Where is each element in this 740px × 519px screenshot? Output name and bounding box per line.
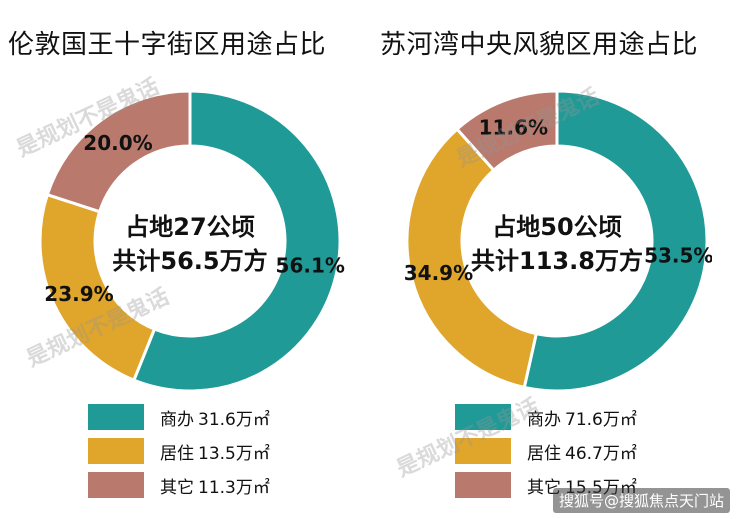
- legend-label: 其它: [160, 477, 194, 498]
- donut-slice-其它: [45, 89, 192, 214]
- legend-item: 商办 71.6万㎡: [455, 400, 637, 434]
- slice-percent-label: 56.1%: [276, 253, 345, 277]
- legend-left: 商办 31.6万㎡ 居住 13.5万㎡ 其它 11.3万㎡: [88, 400, 270, 502]
- slice-percent-label: 11.6%: [479, 116, 548, 140]
- legend-value: 13.5万㎡: [198, 443, 270, 464]
- donut-center-text: 共计113.8万方: [471, 247, 643, 275]
- slice-percent-label: 20.0%: [83, 131, 152, 155]
- chart-title-left: 伦敦国王十字街区用途占比: [8, 30, 327, 60]
- donut-slice-居住: [405, 126, 539, 390]
- donut-slice-其它: [454, 89, 559, 173]
- legend-item: 商办 31.6万㎡: [88, 400, 270, 434]
- chart-title-right: 苏河湾中央风貌区用途占比: [380, 30, 699, 60]
- donut-slice-商办: [522, 89, 709, 393]
- donut-center-text: 占地27公顷: [125, 213, 254, 241]
- legend-swatch-residential: [88, 438, 144, 464]
- legend-swatch-commercial: [455, 404, 511, 430]
- donut-slice-商办: [131, 89, 342, 393]
- legend-swatch-other: [455, 472, 511, 498]
- legend-item: 居住 13.5万㎡: [88, 434, 270, 468]
- legend-label: 商办: [160, 409, 194, 430]
- donut-slice-居住: [38, 192, 157, 383]
- legend-label: 居住: [160, 443, 194, 464]
- legend-label: 居住: [527, 443, 561, 464]
- donut-center-text: 占地50公顷: [492, 213, 621, 241]
- legend-value: 31.6万㎡: [198, 409, 270, 430]
- legend-item: 其它 11.3万㎡: [88, 468, 270, 502]
- legend-value: 71.6万㎡: [565, 409, 637, 430]
- legend-label: 商办: [527, 409, 561, 430]
- legend-item: 居住 46.7万㎡: [455, 434, 637, 468]
- footer-source: 搜狐号@搜狐焦点天门站: [552, 488, 730, 513]
- legend-value: 46.7万㎡: [565, 443, 637, 464]
- slice-percent-label: 23.9%: [44, 282, 113, 306]
- legend-swatch-commercial: [88, 404, 144, 430]
- legend-label: 其它: [527, 477, 561, 498]
- legend-value: 11.3万㎡: [198, 477, 270, 498]
- legend-swatch-other: [88, 472, 144, 498]
- donut-center-text: 共计56.5万方: [112, 247, 267, 275]
- legend-swatch-residential: [455, 438, 511, 464]
- slice-percent-label: 53.5%: [644, 243, 712, 267]
- slice-percent-label: 34.9%: [404, 261, 473, 285]
